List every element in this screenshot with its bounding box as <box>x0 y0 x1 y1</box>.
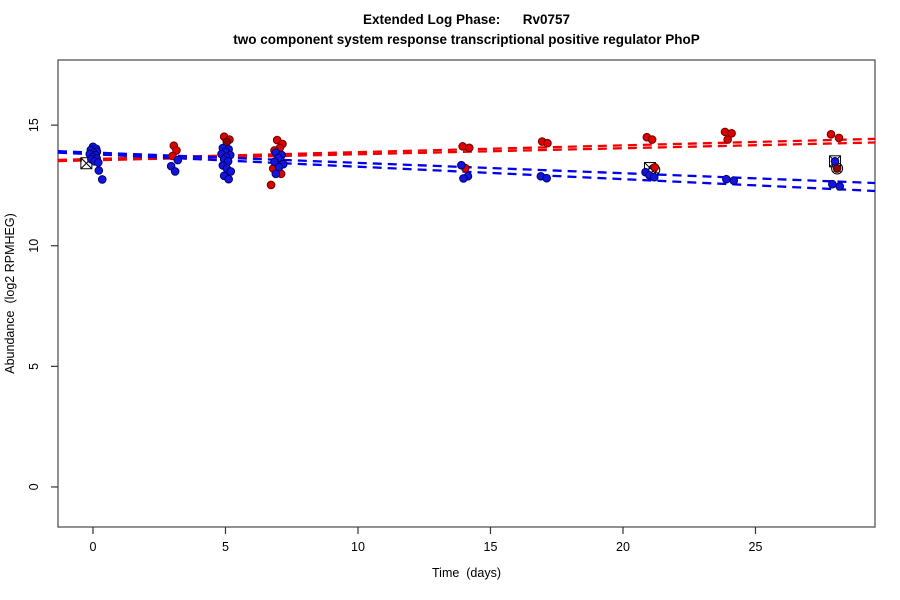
chart-subtitle: two component system response transcript… <box>233 32 700 47</box>
data-point-blue <box>274 162 284 172</box>
data-point-blue <box>224 174 233 184</box>
data-point-blue <box>93 158 103 167</box>
plot-box <box>57 59 876 528</box>
y-tick-label: 10 <box>27 239 41 253</box>
data-point-blue <box>97 175 107 184</box>
data-point-red <box>543 138 552 148</box>
data-point-red <box>647 135 657 144</box>
data-point-blue <box>835 182 845 191</box>
data-point-red <box>826 129 836 139</box>
y-tick-label: 15 <box>27 118 41 132</box>
data-point-blue <box>542 173 551 183</box>
x-tick-label: 5 <box>222 540 229 554</box>
data-point-blue <box>173 155 183 165</box>
data-point-dark-red <box>832 164 842 173</box>
data-point-red <box>650 163 660 172</box>
data-point-blue <box>226 167 236 176</box>
chart-title: Extended Log Phase: Rv0757 <box>362 12 571 27</box>
y-tick-label: 5 <box>27 363 41 370</box>
data-point-blue <box>94 166 104 175</box>
data-point-blue <box>722 174 731 184</box>
data-point-blue <box>729 176 739 185</box>
title-block: Extended Log Phase: Rv0757 two component… <box>58 10 875 50</box>
data-point-blue <box>830 157 840 166</box>
data-point-red <box>727 129 736 138</box>
data-point-blue <box>271 169 281 179</box>
data-point-blue <box>170 167 180 176</box>
x-tick-label: 0 <box>90 540 97 554</box>
data-point-red <box>834 133 844 143</box>
x-tick-label: 10 <box>351 540 365 554</box>
x-tick-label: 25 <box>749 540 763 554</box>
data-point-blue <box>649 172 659 182</box>
data-point-red <box>464 143 474 153</box>
y-tick-label: 0 <box>27 483 41 490</box>
data-point-red <box>723 135 732 144</box>
x-axis-label: Time (days) <box>432 566 501 580</box>
y-axis-label: Abundance (log2 RPMHEG) <box>3 213 17 374</box>
x-tick-label: 15 <box>484 540 498 554</box>
data-point-blue <box>459 174 468 183</box>
data-point-blue <box>457 160 466 170</box>
data-point-red <box>266 180 276 190</box>
x-tick-label: 20 <box>616 540 630 554</box>
data-point-blue <box>828 179 837 189</box>
